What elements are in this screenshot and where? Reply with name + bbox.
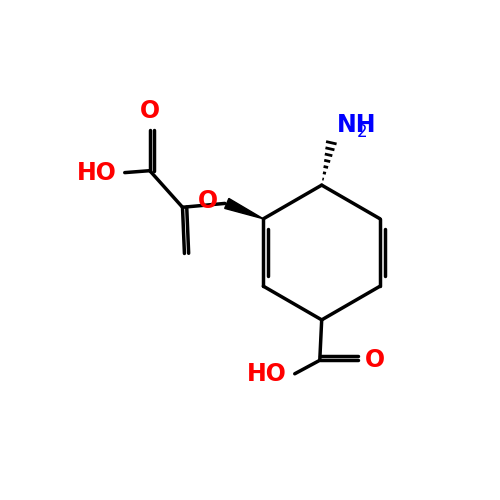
Text: O: O — [198, 190, 218, 214]
Text: HO: HO — [77, 160, 117, 184]
Polygon shape — [224, 198, 264, 219]
Text: O: O — [140, 100, 160, 124]
Text: 2: 2 — [356, 123, 367, 141]
Text: HO: HO — [247, 362, 287, 386]
Text: NH: NH — [337, 113, 376, 137]
Text: O: O — [365, 348, 386, 372]
